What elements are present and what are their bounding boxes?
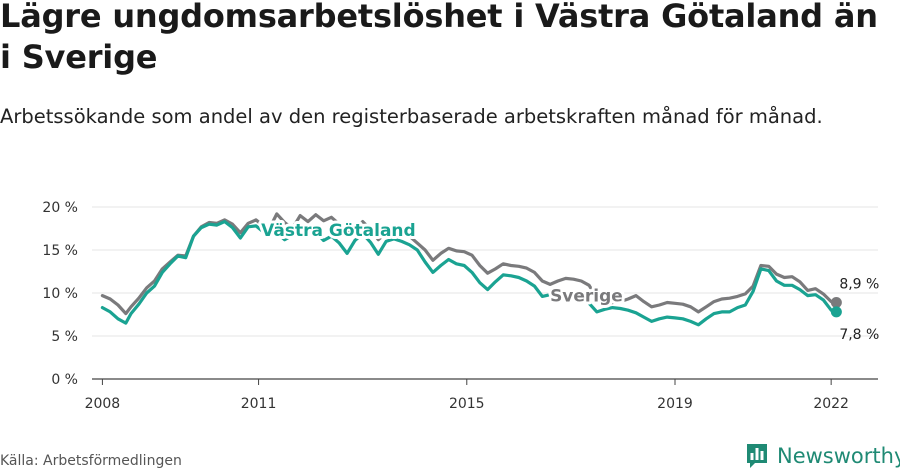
source-note: Källa: Arbetsförmedlingen: [0, 453, 182, 469]
page-subtitle: Arbetssökande som andel av den registerb…: [0, 105, 823, 128]
end-point-vastra-gotaland: [830, 306, 842, 318]
y-tick-label: 10 %: [42, 286, 78, 302]
brand-name: Newsworthy: [777, 444, 900, 468]
brand-logo: Newsworthy: [745, 441, 900, 471]
end-label-vastra-gotaland: 7,8 %: [839, 327, 879, 343]
series-label-sverige: Sverige: [550, 287, 623, 307]
y-tick-label: 5 %: [51, 329, 78, 345]
x-tick-label: 2008: [85, 396, 121, 412]
y-tick-label: 20 %: [42, 200, 78, 216]
chart-series: [100, 212, 839, 327]
x-tick-label: 2011: [241, 396, 277, 412]
chart-axes: 0 % 5 % 10 % 15 % 20 % 2008 2011 2015 2019 2022: [42, 200, 878, 412]
y-tick-label: 0 %: [51, 372, 78, 388]
y-tick-label: 15 %: [42, 243, 78, 259]
series-label-vastra-gotaland: Västra Götaland: [261, 221, 416, 241]
series-line-vastra-gotaland: [100, 219, 839, 327]
bar-chart-logo-icon: [747, 444, 767, 468]
end-label-sverige: 8,9 %: [839, 276, 879, 292]
end-point-sverige: [830, 296, 842, 308]
x-tick-label: 2022: [813, 396, 849, 412]
series-label-vastra-gotaland-halo: Västra Götaland: [261, 221, 416, 241]
series-line-sverige: [100, 212, 839, 316]
page-title: Lägre ungdomsarbetslöshet i Västra Götal…: [0, 0, 878, 76]
x-tick-label: 2019: [657, 396, 693, 412]
line-chart: 0 % 5 % 10 % 15 % 20 % 2008 2011 2015 2019 2022 8…: [42, 200, 879, 412]
x-tick-label: 2015: [449, 396, 485, 412]
series-label-sverige-halo: Sverige: [550, 287, 623, 307]
